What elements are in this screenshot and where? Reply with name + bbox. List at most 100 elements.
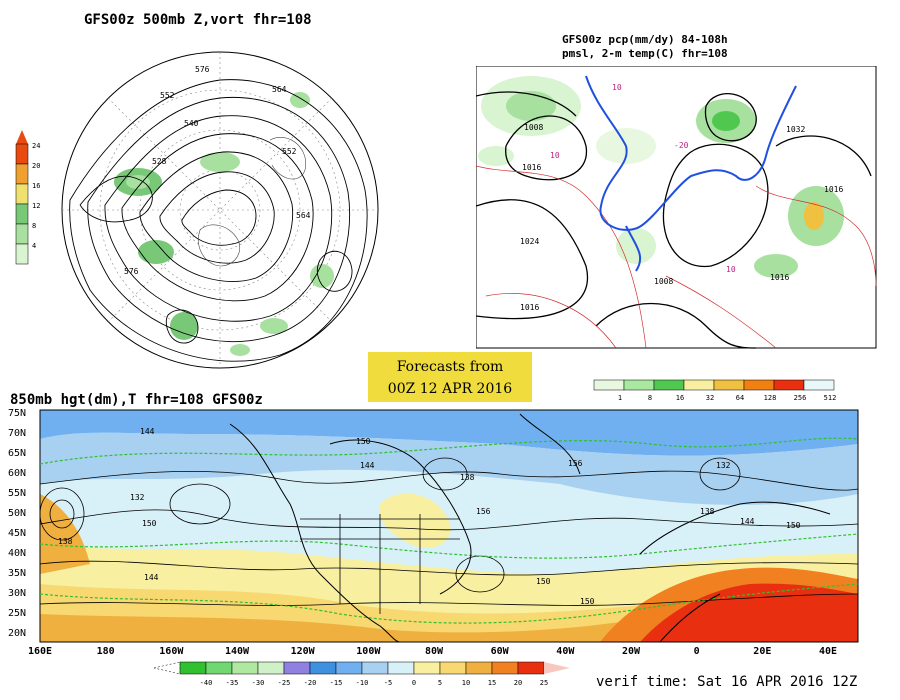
temp-colorbar-swatch xyxy=(179,661,207,675)
lat-label: 20N xyxy=(8,628,26,639)
lat-label: 65N xyxy=(8,448,26,459)
temp-shading xyxy=(40,410,858,642)
height-label: 150 xyxy=(580,597,595,606)
vort-blob xyxy=(310,264,334,288)
pcp-labels: 1008 1016 1024 1032 1016 1016 1008 1016 10 10 -20 1… xyxy=(520,83,843,312)
pcp-colorbar-tick: 8 xyxy=(648,394,652,402)
height-label: 150 xyxy=(356,437,371,446)
isobar-label: 1016 xyxy=(520,303,539,312)
isobar-label: 1016 xyxy=(522,163,541,172)
lat-label: 75N xyxy=(8,408,26,419)
contour-labels: 576 564 552 540 528 552 564 576 xyxy=(124,65,311,276)
lon-label: 60W xyxy=(491,646,510,657)
temp-label: 10 xyxy=(612,83,622,92)
temp-colorbar-swatch xyxy=(361,661,389,675)
temp-colorbar-swatch xyxy=(231,661,259,675)
precip-area xyxy=(804,202,824,230)
height-label: 144 xyxy=(144,573,159,582)
pcp-colorbar-swatch xyxy=(713,379,745,391)
temp-contours xyxy=(476,165,877,349)
isobar-label: 1008 xyxy=(654,277,673,286)
pcp-colorbar-swatch xyxy=(653,379,685,391)
pcp-colorbar-tick: 256 xyxy=(794,394,807,402)
verif-time: verif time: Sat 16 APR 2016 12Z xyxy=(596,674,858,690)
pcp-colorbar-tick: 16 xyxy=(676,394,684,402)
contour-label: 564 xyxy=(296,211,311,220)
panel-pcp-title-2: pmsl, 2-m temp(C) fhr=108 xyxy=(562,47,728,60)
pcp-colorbar-tick: 128 xyxy=(764,394,777,402)
lon-label: 140W xyxy=(225,646,250,657)
vort-blob xyxy=(138,240,174,264)
temp-colorbar-swatch xyxy=(205,661,233,675)
vort-colorbar: 24 20 16 12 8 4 xyxy=(15,130,40,265)
vort-blob xyxy=(170,312,198,340)
height-label: 156 xyxy=(568,459,583,468)
temp-colorbar-tick: -20 xyxy=(304,679,317,687)
vort-colorbar-swatch xyxy=(15,163,29,185)
temp-colorbar-swatch xyxy=(309,661,337,675)
lat-labels: 75N 70N 65N 60N 55N 50N 45N 40N 35N 30N 25N 20N xyxy=(8,408,26,639)
vort-colorbar-swatch xyxy=(15,143,29,165)
temp-colorbar-swatch xyxy=(517,661,545,675)
lat-label: 50N xyxy=(8,508,26,519)
contour-label: 576 xyxy=(195,65,210,74)
isobar-label: 1032 xyxy=(786,125,805,134)
map-pcp: 1008 1016 1024 1032 1016 1016 1008 1016 10 10 -20 1… xyxy=(476,66,877,349)
vort-blob xyxy=(230,344,250,356)
contour-label: 540 xyxy=(184,119,199,128)
vort-blob xyxy=(290,92,310,108)
height-label: 150 xyxy=(536,577,551,586)
temp-label: 10 xyxy=(726,265,736,274)
panel-500mb-title: GFS00z 500mb Z,vort fhr=108 xyxy=(84,12,312,28)
temp-colorbar-tick: -5 xyxy=(384,679,392,687)
map-850mb: 75N 70N 65N 60N 55N 50N 45N 40N 35N 30N 25N 20N 160… xyxy=(8,408,859,657)
lat-label: 70N xyxy=(8,428,26,439)
lon-label: 160E xyxy=(28,646,52,657)
lat-label: 60N xyxy=(8,468,26,479)
vort-colorbar-swatch xyxy=(15,183,29,205)
pcp-colorbar-swatch xyxy=(743,379,775,391)
contour-label: 528 xyxy=(152,157,167,166)
pcp-colorbar-tick: 64 xyxy=(736,394,744,402)
pcp-colorbar-swatch xyxy=(623,379,655,391)
vort-colorbar-swatch xyxy=(15,203,29,225)
pcp-colorbar-tick: 512 xyxy=(824,394,837,402)
height-label: 156 xyxy=(476,507,491,516)
height-label: 138 xyxy=(460,473,475,482)
pcp-colorbar-tick: 32 xyxy=(706,394,714,402)
freezing-line xyxy=(585,75,797,272)
temp-colorbar-tick: 25 xyxy=(540,679,548,687)
vort-blob xyxy=(126,175,150,189)
height-contours xyxy=(40,457,858,606)
height-label: 144 xyxy=(740,517,755,526)
contour-label: 564 xyxy=(272,85,287,94)
pcp-colorbar-swatch xyxy=(803,379,835,391)
forecast-banner-line1: Forecasts from xyxy=(396,359,504,375)
temp-label: -20 xyxy=(674,141,689,150)
height-label: 144 xyxy=(140,427,155,436)
lat-label: 55N xyxy=(8,488,26,499)
contour-label: 552 xyxy=(282,147,297,156)
vort-colorbar-tick: 16 xyxy=(32,182,40,190)
height-label: 138 xyxy=(58,537,73,546)
lon-label: 180 xyxy=(97,646,115,657)
forecast-banner-line2: 00Z 12 APR 2016 xyxy=(387,381,513,397)
height-label: 144 xyxy=(360,461,375,470)
temp-colorbar-tick: 0 xyxy=(412,679,416,687)
lon-label: 20E xyxy=(753,646,771,657)
temp-colorbar-swatch xyxy=(257,661,285,675)
lon-label: 100W xyxy=(356,646,381,657)
lon-label: 0 xyxy=(694,646,700,657)
precip-area xyxy=(754,254,798,278)
vort-colorbar-tick: 24 xyxy=(32,142,40,150)
vort-colorbar-tick: 20 xyxy=(32,162,40,170)
height-label: 150 xyxy=(142,519,157,528)
temp-colorbar-tick: 5 xyxy=(438,679,442,687)
lon-label: 80W xyxy=(425,646,444,657)
temp-colorbar-swatch xyxy=(439,661,467,675)
lon-label: 40W xyxy=(556,646,575,657)
temp-colorbar-right-arrow xyxy=(544,662,570,674)
isotherms xyxy=(40,437,858,624)
height-label: 132 xyxy=(130,493,145,502)
coastline xyxy=(198,224,240,267)
